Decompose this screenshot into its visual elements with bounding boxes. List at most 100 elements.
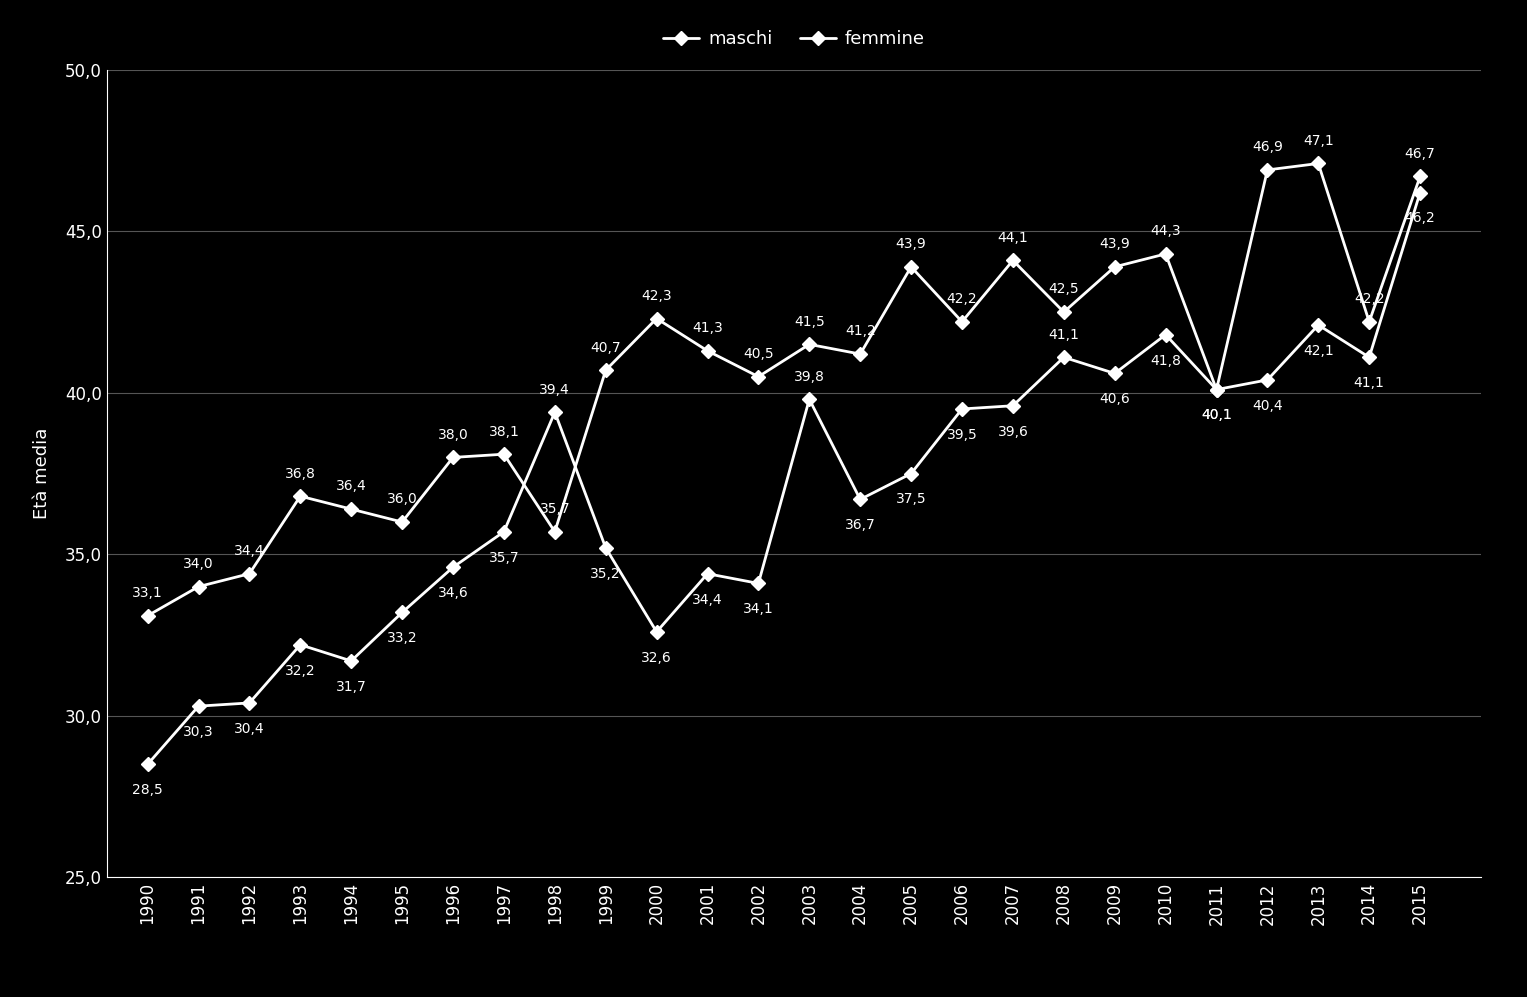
maschi	[1156, 329, 1174, 341]
femmine	[545, 525, 563, 537]
Text: 31,7: 31,7	[336, 680, 366, 694]
Text: 42,1: 42,1	[1303, 344, 1333, 358]
Text: 30,3: 30,3	[183, 725, 214, 739]
Text: 42,2: 42,2	[947, 292, 977, 306]
maschi	[1003, 400, 1022, 412]
maschi	[139, 759, 157, 771]
Text: 44,1: 44,1	[997, 230, 1028, 245]
Text: 43,9: 43,9	[896, 237, 927, 251]
Text: 32,6: 32,6	[641, 651, 672, 665]
maschi	[1361, 351, 1379, 363]
Text: 28,5: 28,5	[133, 783, 163, 798]
Text: 36,0: 36,0	[386, 493, 417, 506]
Text: 47,1: 47,1	[1303, 134, 1333, 148]
Text: 40,6: 40,6	[1099, 392, 1130, 407]
Text: 35,2: 35,2	[591, 566, 621, 580]
femmine	[1411, 170, 1429, 182]
Text: 30,4: 30,4	[234, 722, 264, 736]
maschi	[1309, 319, 1327, 331]
Text: 40,5: 40,5	[744, 347, 774, 361]
Legend: maschi, femmine: maschi, femmine	[663, 30, 925, 49]
maschi	[240, 697, 258, 709]
femmine	[495, 449, 513, 461]
femmine	[750, 371, 768, 383]
Text: 40,1: 40,1	[1202, 409, 1232, 423]
Text: 46,9: 46,9	[1252, 141, 1283, 155]
femmine	[1003, 254, 1022, 266]
femmine	[1361, 316, 1379, 328]
maschi	[800, 393, 818, 405]
femmine	[1055, 306, 1073, 318]
femmine	[1258, 164, 1277, 175]
femmine	[292, 491, 310, 502]
Text: 40,1: 40,1	[1202, 409, 1232, 423]
maschi	[545, 406, 563, 418]
maschi	[392, 606, 411, 618]
Text: 35,7: 35,7	[539, 502, 570, 516]
femmine	[240, 567, 258, 579]
femmine	[800, 338, 818, 350]
Text: 35,7: 35,7	[489, 550, 519, 564]
femmine	[189, 580, 208, 592]
Text: 34,0: 34,0	[183, 557, 214, 571]
femmine	[851, 348, 869, 360]
maschi	[1258, 374, 1277, 386]
Text: 42,5: 42,5	[1049, 282, 1080, 296]
femmine	[597, 364, 615, 376]
maschi	[1208, 384, 1226, 396]
femmine	[902, 261, 921, 273]
Text: 38,1: 38,1	[489, 425, 519, 439]
Text: 36,4: 36,4	[336, 480, 366, 494]
Text: 42,3: 42,3	[641, 289, 672, 303]
maschi	[444, 561, 463, 573]
maschi	[1055, 351, 1073, 363]
Text: 39,4: 39,4	[539, 383, 570, 397]
femmine	[698, 345, 716, 357]
Text: 42,2: 42,2	[1354, 292, 1385, 306]
maschi	[647, 626, 666, 638]
Line: femmine: femmine	[142, 159, 1425, 620]
femmine	[1309, 158, 1327, 169]
Text: 34,4: 34,4	[234, 544, 264, 558]
Text: 33,2: 33,2	[386, 631, 417, 645]
femmine	[139, 610, 157, 622]
maschi	[750, 577, 768, 589]
Text: 36,8: 36,8	[286, 467, 316, 481]
femmine	[1156, 248, 1174, 260]
maschi	[698, 567, 716, 579]
Text: 41,2: 41,2	[844, 324, 875, 338]
femmine	[342, 503, 360, 515]
maschi	[1411, 186, 1429, 198]
Text: 39,8: 39,8	[794, 370, 825, 384]
Text: 38,0: 38,0	[438, 428, 469, 442]
Text: 34,6: 34,6	[438, 586, 469, 600]
Text: 43,9: 43,9	[1099, 237, 1130, 251]
maschi	[851, 494, 869, 505]
femmine	[1106, 261, 1124, 273]
Text: 40,4: 40,4	[1252, 399, 1283, 413]
maschi	[1106, 368, 1124, 380]
Text: 39,5: 39,5	[947, 428, 977, 442]
maschi	[342, 655, 360, 667]
maschi	[292, 639, 310, 651]
Text: 41,5: 41,5	[794, 315, 825, 329]
Text: 44,3: 44,3	[1150, 224, 1180, 238]
Text: 36,7: 36,7	[844, 518, 875, 532]
Text: 34,4: 34,4	[692, 592, 722, 606]
Text: 32,2: 32,2	[286, 664, 316, 678]
femmine	[647, 312, 666, 324]
Text: 41,1: 41,1	[1049, 328, 1080, 342]
Line: maschi: maschi	[142, 187, 1425, 769]
femmine	[392, 516, 411, 528]
Text: 34,1: 34,1	[744, 602, 774, 616]
Text: 46,7: 46,7	[1405, 147, 1435, 161]
femmine	[1208, 384, 1226, 396]
maschi	[189, 700, 208, 712]
femmine	[444, 452, 463, 464]
Text: 33,1: 33,1	[133, 586, 163, 600]
Text: 46,2: 46,2	[1405, 211, 1435, 225]
Text: 39,6: 39,6	[997, 425, 1028, 439]
Text: 40,7: 40,7	[591, 341, 621, 355]
maschi	[597, 542, 615, 554]
maschi	[953, 403, 971, 415]
